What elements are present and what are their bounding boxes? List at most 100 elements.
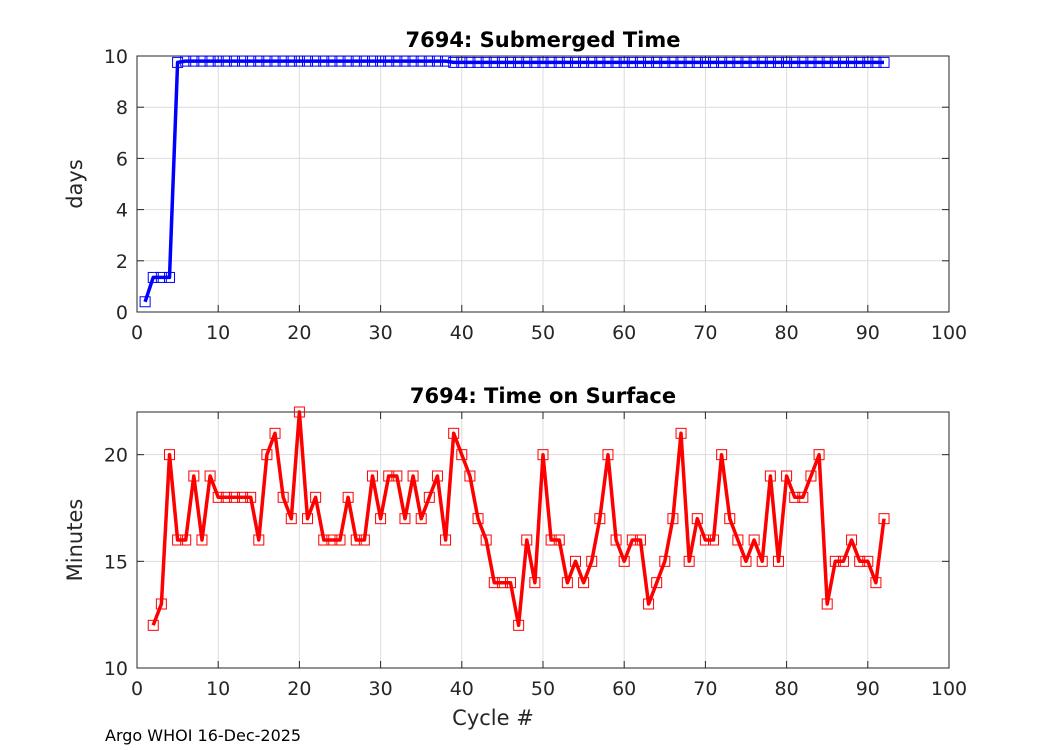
surface-data-point bbox=[813, 449, 825, 461]
surface-data-point bbox=[472, 513, 484, 525]
submerged-data-point bbox=[407, 55, 419, 67]
submerged-data-point bbox=[245, 55, 257, 67]
submerged-data-point bbox=[269, 55, 281, 67]
submerged-data-point bbox=[334, 55, 346, 67]
surface-x-tick-label: 30 bbox=[369, 678, 393, 700]
surface-x-tick-label: 40 bbox=[450, 678, 474, 700]
submerged-data-point bbox=[220, 55, 232, 67]
submerged-data-point bbox=[431, 55, 443, 67]
submerged-data-point bbox=[415, 55, 427, 67]
submerged-data-point bbox=[667, 56, 679, 68]
submerged-data-point bbox=[781, 56, 793, 68]
surface-data-point bbox=[837, 555, 849, 567]
submerged-data-point bbox=[618, 56, 630, 68]
surface-y-axis-label: Minutes bbox=[63, 499, 87, 582]
surface-data-point bbox=[878, 513, 890, 525]
submerged-data-point bbox=[212, 55, 224, 67]
surface-data-point bbox=[521, 534, 533, 546]
submerged-data-point bbox=[172, 56, 184, 68]
submerged-data-point bbox=[196, 55, 208, 67]
submerged-time-axes: 0 10 20 30 40 50 60 70 80 90 100 0 2 4 6 8 10 7694: Subme… bbox=[63, 28, 967, 344]
submerged-data-point bbox=[748, 56, 760, 68]
submerged-data-point bbox=[651, 56, 663, 68]
submerged-y-tick-label: 6 bbox=[116, 148, 128, 170]
submerged-data-point bbox=[553, 56, 565, 68]
submerged-data-point bbox=[521, 56, 533, 68]
submerged-data-point bbox=[472, 56, 484, 68]
surface-data-point bbox=[716, 449, 728, 461]
submerged-data-point bbox=[862, 56, 874, 68]
submerged-data-point bbox=[732, 56, 744, 68]
surface-data-point bbox=[626, 534, 638, 546]
submerged-data-point bbox=[513, 56, 525, 68]
surface-data-point bbox=[334, 534, 346, 546]
submerged-data-point bbox=[285, 55, 297, 67]
surface-data-point bbox=[375, 513, 387, 525]
submerged-data-point bbox=[496, 56, 508, 68]
surface-data-point bbox=[285, 513, 297, 525]
submerged-data-point bbox=[578, 56, 590, 68]
surface-data-point bbox=[456, 449, 468, 461]
surface-data-point bbox=[318, 534, 330, 546]
submerged-data-point bbox=[366, 55, 378, 67]
surface-data-point bbox=[196, 534, 208, 546]
submerged-data-point bbox=[829, 56, 841, 68]
surface-data-point bbox=[732, 534, 744, 546]
surface-data-point bbox=[220, 491, 232, 503]
surface-data-point bbox=[529, 577, 541, 589]
submerged-data-point bbox=[545, 56, 557, 68]
surface-data-point bbox=[683, 555, 695, 567]
surface-x-axis-label: Cycle # bbox=[452, 706, 534, 730]
surface-data-point bbox=[821, 598, 833, 610]
surface-data-point bbox=[155, 598, 167, 610]
surface-data-point bbox=[667, 513, 679, 525]
surface-data-point bbox=[228, 491, 240, 503]
submerged-data-point bbox=[716, 56, 728, 68]
surface-data-point bbox=[415, 513, 427, 525]
surface-data-point bbox=[708, 534, 720, 546]
submerged-y-tick-label: 0 bbox=[116, 302, 128, 324]
submerged-data-point bbox=[643, 56, 655, 68]
surface-data-point bbox=[748, 534, 760, 546]
submerged-data-point bbox=[464, 56, 476, 68]
surface-data-point bbox=[391, 470, 403, 482]
surface-data-point bbox=[423, 491, 435, 503]
submerged-data-point bbox=[488, 56, 500, 68]
submerged-x-tick-label: 10 bbox=[206, 322, 230, 344]
submerged-data-point bbox=[870, 56, 882, 68]
submerged-data-point bbox=[740, 56, 752, 68]
submerged-data-point bbox=[675, 56, 687, 68]
surface-series-line bbox=[151, 410, 886, 628]
surface-data-point bbox=[764, 470, 776, 482]
submerged-data-point bbox=[708, 56, 720, 68]
submerged-data-point bbox=[789, 56, 801, 68]
surface-data-point bbox=[480, 534, 492, 546]
submerged-data-point bbox=[805, 56, 817, 68]
submerged-data-point bbox=[602, 56, 614, 68]
submerged-series-line bbox=[143, 59, 884, 303]
submerged-y-tick-label: 8 bbox=[116, 97, 128, 119]
submerged-data-point bbox=[626, 56, 638, 68]
submerged-data-point bbox=[699, 56, 711, 68]
surface-data-point bbox=[464, 470, 476, 482]
surface-data-point bbox=[147, 619, 159, 631]
surface-y-tick-label: 10 bbox=[104, 658, 128, 680]
submerged-x-tick-label: 20 bbox=[287, 322, 311, 344]
surface-data-point bbox=[163, 449, 175, 461]
surface-y-tick-label: 20 bbox=[104, 445, 128, 467]
surface-data-point bbox=[659, 555, 671, 567]
surface-data-point bbox=[277, 491, 289, 503]
surface-data-point bbox=[870, 577, 882, 589]
surface-data-point bbox=[212, 491, 224, 503]
surface-data-point bbox=[586, 555, 598, 567]
submerged-data-point bbox=[277, 55, 289, 67]
surface-data-point bbox=[496, 577, 508, 589]
submerged-data-point bbox=[188, 55, 200, 67]
surface-data-point bbox=[505, 577, 517, 589]
surface-data-point bbox=[342, 491, 354, 503]
submerged-data-point bbox=[228, 55, 240, 67]
surface-data-point bbox=[253, 534, 265, 546]
surface-x-tick-label: 100 bbox=[931, 678, 967, 700]
